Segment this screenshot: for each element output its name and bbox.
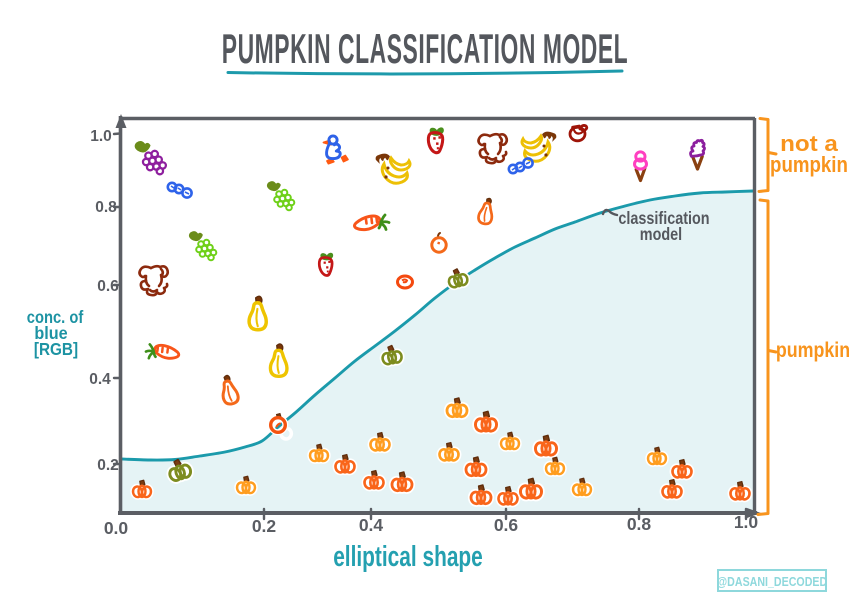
svg-text:not a: not a [780, 131, 838, 156]
svg-text:model: model [640, 225, 682, 245]
svg-text:0.2: 0.2 [252, 516, 277, 536]
svg-text:0.8: 0.8 [627, 514, 652, 534]
svg-text:1.0: 1.0 [90, 128, 112, 145]
svg-text:0.2: 0.2 [97, 457, 119, 474]
svg-text:@DASANI_DECODED: @DASANI_DECODED [717, 574, 828, 589]
svg-text:0.0: 0.0 [104, 518, 129, 538]
svg-text:1.0: 1.0 [734, 512, 759, 532]
svg-text:classification: classification [618, 209, 709, 229]
svg-text:conc. of: conc. of [27, 308, 84, 328]
svg-text:pumpkin: pumpkin [776, 339, 849, 363]
svg-text:0.6: 0.6 [97, 278, 119, 295]
svg-text:0.4: 0.4 [89, 371, 111, 388]
svg-text:0.4: 0.4 [359, 515, 384, 535]
svg-text:pumpkin: pumpkin [770, 154, 848, 178]
svg-text:0.8: 0.8 [95, 199, 117, 216]
svg-text:[RGB]: [RGB] [34, 339, 78, 359]
svg-text:PUMPKIN CLASSIFICATION MODEL: PUMPKIN CLASSIFICATION MODEL [222, 26, 628, 73]
svg-text:elliptical shape: elliptical shape [333, 541, 483, 573]
svg-text:blue: blue [34, 323, 67, 343]
svg-text:0.6: 0.6 [494, 515, 519, 535]
